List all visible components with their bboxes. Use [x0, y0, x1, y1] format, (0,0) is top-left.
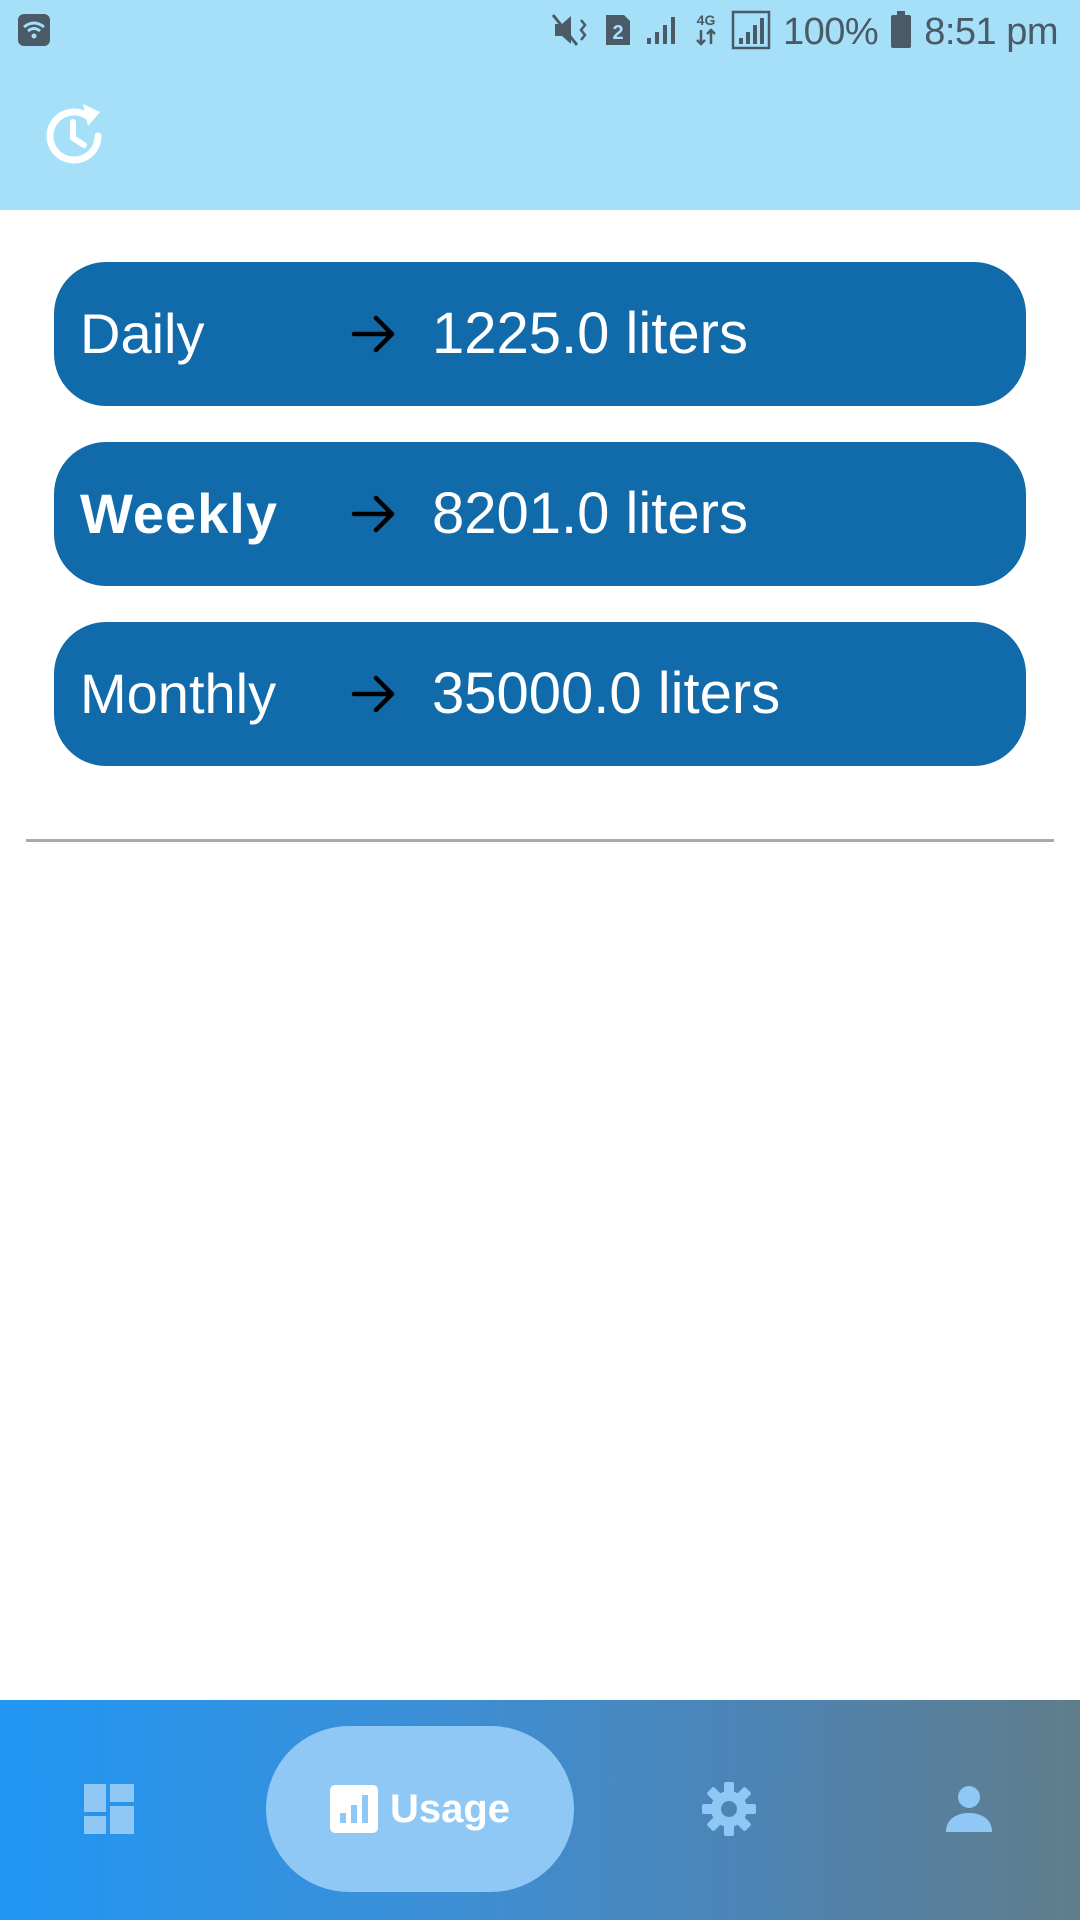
usage-card-value: 1225.0 liters: [432, 301, 748, 366]
nav-dashboard[interactable]: [84, 1784, 134, 1834]
signal-boxed-icon: [731, 10, 771, 55]
status-icons: 2 4G: [551, 6, 1058, 58]
sim-2-icon: 2: [603, 12, 633, 53]
nav-profile[interactable]: [944, 1784, 994, 1834]
usage-card-label: Weekly: [80, 482, 278, 545]
dashboard-icon: [84, 1784, 134, 1838]
svg-text:2: 2: [612, 22, 623, 44]
person-icon: [944, 1786, 994, 1838]
usage-card-value: 8201.0 liters: [432, 481, 748, 546]
wifi-icon: [18, 14, 50, 46]
usage-card-label: Monthly: [80, 662, 277, 725]
top-app-bar: 2 4G: [0, 0, 1080, 210]
usage-summary-list: Daily 1225.0 liters Weekly 8201.0 liters…: [54, 262, 1026, 802]
mute-vibrate-icon: [551, 12, 591, 53]
divider: [26, 839, 1054, 842]
nav-usage[interactable]: Usage: [266, 1726, 574, 1892]
status-time: 8:51 pm: [924, 10, 1058, 53]
usage-card-daily[interactable]: Daily 1225.0 liters: [54, 262, 1026, 406]
signal-icon: [645, 12, 681, 53]
history-refresh-icon[interactable]: [36, 98, 112, 174]
bottom-navigation: Usage: [0, 1700, 1080, 1920]
gear-icon: [702, 1782, 756, 1840]
usage-card-monthly[interactable]: Monthly 35000.0 liters: [54, 622, 1026, 766]
usage-card-label: Daily: [80, 302, 205, 365]
arrow-right-icon: [350, 310, 398, 358]
arrow-right-icon: [350, 490, 398, 538]
battery-percent: 100%: [782, 10, 879, 53]
svg-text:4G: 4G: [697, 12, 716, 28]
battery-icon: [890, 10, 912, 54]
status-bar: 2 4G: [0, 0, 1080, 64]
bar-chart-icon: [329, 1785, 378, 1833]
nav-settings[interactable]: [702, 1782, 756, 1836]
nav-usage-label: Usage: [389, 1786, 511, 1831]
usage-card-weekly[interactable]: Weekly 8201.0 liters: [54, 442, 1026, 586]
usage-card-value: 35000.0 liters: [432, 661, 781, 726]
network-4g-icon: 4G: [693, 10, 719, 55]
arrow-right-icon: [350, 670, 398, 718]
